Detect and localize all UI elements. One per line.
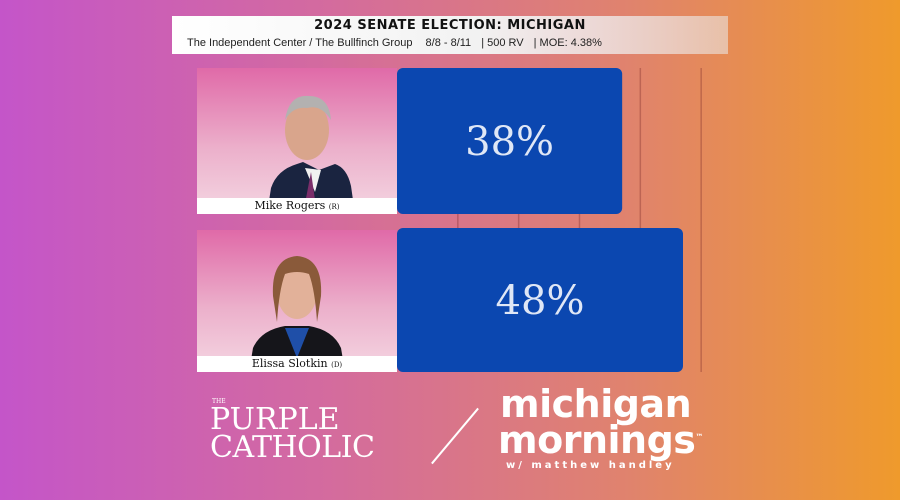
logo-tagline: w/ matthew handley xyxy=(506,460,675,471)
logo-purple: PURPLE xyxy=(210,402,340,437)
candidate-party: (R) xyxy=(328,203,340,211)
bar-value-label: 48% xyxy=(496,278,585,324)
rogers-photo xyxy=(267,95,355,214)
pollster: The Independent Center / The Bullfinch G… xyxy=(187,37,413,49)
logo-the: THE xyxy=(212,398,226,405)
candidate-name: Elissa Slotkin xyxy=(251,357,328,370)
candidate-party: (D) xyxy=(331,361,343,369)
logo-catholic: CATHOLIC xyxy=(210,430,375,465)
bar-slotkin xyxy=(397,228,683,372)
poll-details: The Independent Center / The Bullfinch G… xyxy=(187,37,602,49)
sample-size: 500 RV xyxy=(487,37,524,49)
header-banner: 2024 SENATE ELECTION: MICHIGAN The Indep… xyxy=(172,16,728,54)
margin-of-error: MOE: 4.38% xyxy=(539,37,602,49)
logo-tm: ™ xyxy=(695,432,703,442)
bar-value-label: 38% xyxy=(465,119,554,165)
candidate-caption: Mike Rogers (R) xyxy=(197,198,397,214)
candidate-card-slotkin: Elissa Slotkin (D) xyxy=(197,230,397,372)
chart-title: 2024 SENATE ELECTION: MICHIGAN xyxy=(314,18,586,33)
candidate-card-rogers: Mike Rogers (R) xyxy=(197,68,397,214)
logo-michigan: michigan xyxy=(500,382,692,426)
bar-rogers xyxy=(397,68,623,214)
slotkin-photo xyxy=(249,256,345,372)
logo-mornings: mornings™ xyxy=(498,418,703,462)
candidate-name: Mike Rogers xyxy=(254,199,326,212)
poll-dates: 8/8 - 8/11 xyxy=(425,37,472,49)
logo-mornings-text: mornings xyxy=(498,418,696,462)
candidate-caption: Elissa Slotkin (D) xyxy=(197,356,397,372)
